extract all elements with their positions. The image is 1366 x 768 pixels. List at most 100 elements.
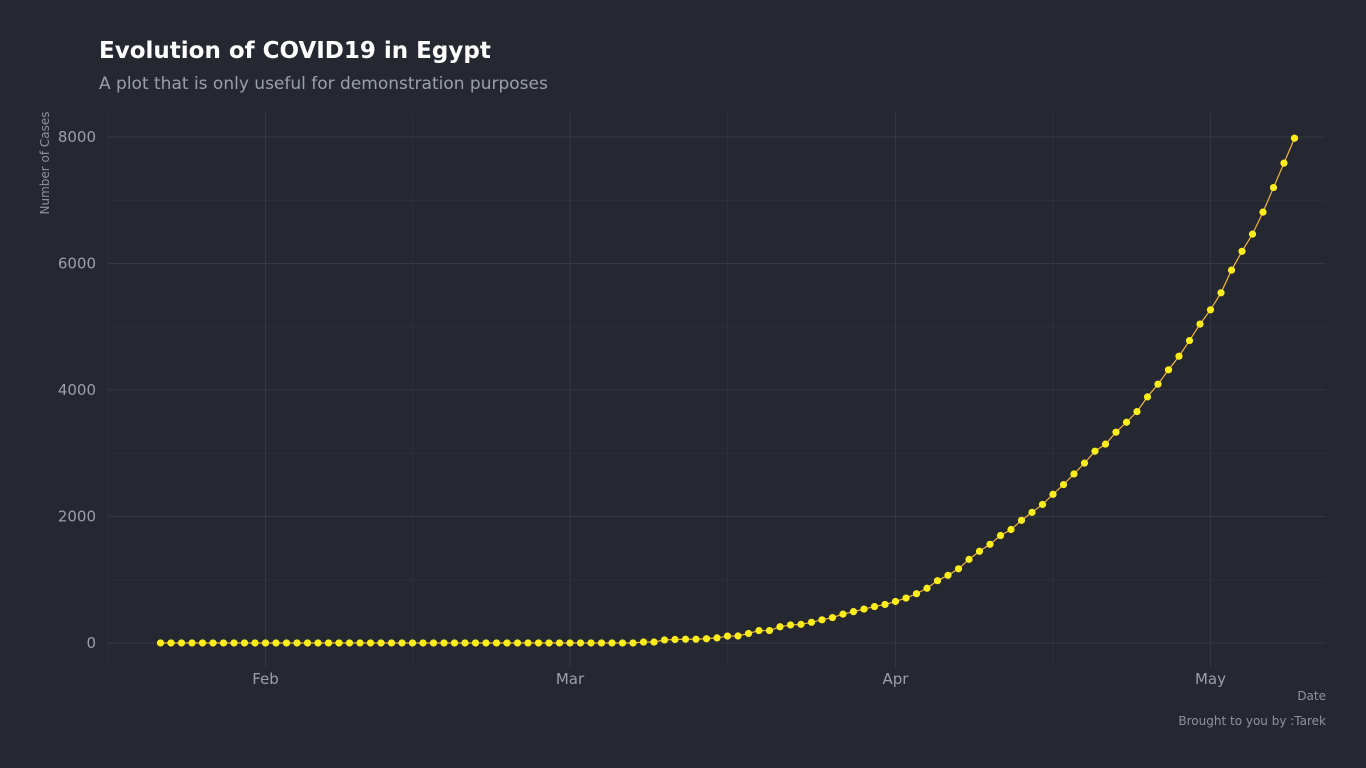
data-point xyxy=(534,639,543,647)
data-point xyxy=(524,639,532,647)
data-point xyxy=(293,639,301,647)
data-point xyxy=(587,639,595,647)
data-point xyxy=(1185,336,1194,345)
data-point xyxy=(1259,208,1267,216)
data-point xyxy=(629,639,637,647)
data-point xyxy=(1227,266,1236,274)
data-point xyxy=(1238,247,1246,255)
data-point xyxy=(282,639,291,647)
data-point xyxy=(1206,306,1215,314)
data-point xyxy=(1070,470,1078,478)
data-point xyxy=(482,639,490,647)
data-point xyxy=(1196,320,1204,328)
data-point xyxy=(492,639,501,647)
data-point xyxy=(177,639,186,647)
data-point xyxy=(429,639,438,647)
data-point xyxy=(156,639,165,647)
data-point xyxy=(1038,500,1047,509)
data-point xyxy=(996,531,1005,540)
data-point xyxy=(251,639,259,647)
data-point xyxy=(356,639,364,647)
data-point xyxy=(891,597,900,606)
data-point xyxy=(366,639,375,647)
data-point xyxy=(807,618,816,626)
data-point xyxy=(597,639,606,647)
chart-subtitle: A plot that is only useful for demonstra… xyxy=(99,74,548,94)
series-cases xyxy=(156,134,1299,647)
data-point xyxy=(545,639,553,647)
data-point xyxy=(1269,183,1278,192)
data-point xyxy=(1059,480,1068,489)
data-point xyxy=(797,620,805,628)
data-point xyxy=(345,639,354,647)
data-point xyxy=(198,639,207,647)
data-point xyxy=(1112,428,1120,436)
data-point xyxy=(618,639,627,647)
data-point xyxy=(408,639,417,647)
data-point xyxy=(1028,508,1036,516)
data-point xyxy=(555,639,564,647)
data-point xyxy=(324,639,333,647)
data-point xyxy=(608,639,616,647)
data-point xyxy=(692,635,700,643)
y-tick-label: 6000 xyxy=(58,255,96,273)
data-point xyxy=(1080,459,1089,467)
data-point xyxy=(461,639,469,647)
data-point xyxy=(261,639,270,647)
data-point xyxy=(1133,407,1141,416)
chart-caption: Brought to you by :Tarek xyxy=(1178,714,1326,728)
data-point xyxy=(870,602,879,611)
data-point xyxy=(818,616,826,624)
data-point xyxy=(1091,447,1099,455)
data-point xyxy=(786,621,795,629)
data-point xyxy=(860,605,868,613)
data-point xyxy=(839,610,847,618)
data-point xyxy=(230,639,238,647)
data-point xyxy=(398,639,406,647)
data-point xyxy=(912,590,921,598)
data-point xyxy=(1248,230,1257,238)
data-point xyxy=(1280,159,1288,167)
data-point xyxy=(566,639,574,647)
data-point xyxy=(944,571,952,579)
data-point xyxy=(314,639,322,647)
data-point xyxy=(576,639,585,647)
data-point xyxy=(1154,380,1162,388)
data-point xyxy=(188,639,196,647)
data-point xyxy=(335,639,343,647)
data-point xyxy=(303,639,312,647)
axis-ticks: 0 2000 4000 6000 8000 Feb Mar Apr May xyxy=(58,128,1226,688)
y-tick-label: 2000 xyxy=(58,507,96,525)
data-point xyxy=(513,639,522,647)
data-point xyxy=(776,623,784,631)
data-point xyxy=(660,636,669,644)
data-point xyxy=(765,626,774,635)
data-point xyxy=(240,639,249,647)
y-tick-label: 0 xyxy=(86,634,96,652)
data-point xyxy=(734,632,742,640)
data-point xyxy=(219,639,228,647)
data-point xyxy=(650,638,658,646)
data-point xyxy=(965,555,973,563)
data-point xyxy=(419,639,427,647)
data-point xyxy=(902,594,910,602)
data-point xyxy=(377,639,385,647)
data-point xyxy=(881,600,889,609)
data-point xyxy=(450,639,459,647)
data-point xyxy=(828,613,837,622)
data-point xyxy=(755,626,763,635)
x-axis-label: Date xyxy=(1297,689,1326,703)
data-point xyxy=(933,577,942,585)
data-point xyxy=(723,632,732,640)
data-point xyxy=(471,639,480,647)
data-point xyxy=(1007,525,1015,534)
chart-title: Evolution of COVID19 in Egypt xyxy=(99,38,491,64)
data-point xyxy=(702,635,711,643)
data-point xyxy=(954,565,963,573)
data-point xyxy=(503,639,511,647)
data-point xyxy=(167,639,175,647)
data-point xyxy=(387,639,396,647)
y-axis-label: Number of Cases xyxy=(38,111,52,214)
x-tick-label: May xyxy=(1195,670,1226,688)
